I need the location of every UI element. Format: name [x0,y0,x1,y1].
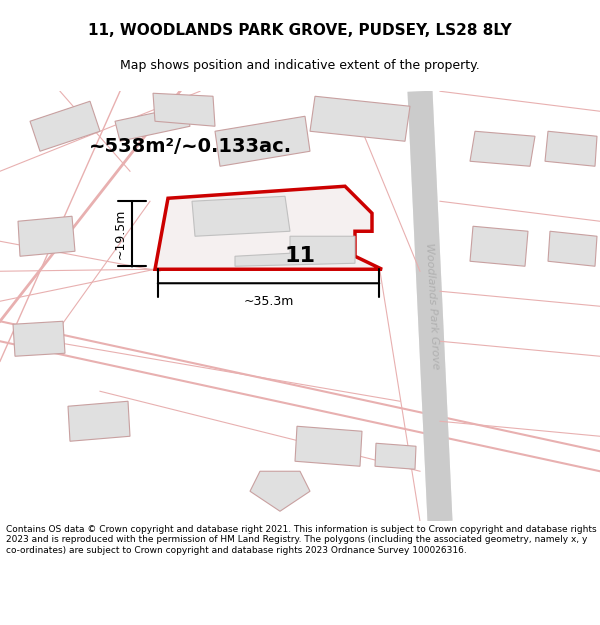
Polygon shape [18,216,75,256]
Polygon shape [153,93,215,126]
Polygon shape [375,443,416,469]
Polygon shape [295,426,362,466]
Polygon shape [545,131,597,166]
Text: ~19.5m: ~19.5m [114,209,127,259]
Text: 11: 11 [284,246,316,266]
Text: Woodlands Park Grove: Woodlands Park Grove [424,242,440,370]
Polygon shape [310,96,410,141]
Polygon shape [470,131,535,166]
Polygon shape [215,116,310,166]
Polygon shape [13,321,65,356]
Polygon shape [115,106,190,141]
Polygon shape [30,101,100,151]
Text: ~538m²/~0.133ac.: ~538m²/~0.133ac. [88,137,292,156]
Text: 11, WOODLANDS PARK GROVE, PUDSEY, LS28 8LY: 11, WOODLANDS PARK GROVE, PUDSEY, LS28 8… [88,22,512,38]
Polygon shape [470,226,528,266]
Polygon shape [155,186,382,269]
Text: ~35.3m: ~35.3m [244,295,293,308]
Polygon shape [192,196,290,236]
Polygon shape [68,401,130,441]
Polygon shape [548,231,597,266]
Polygon shape [250,471,310,511]
Text: Contains OS data © Crown copyright and database right 2021. This information is : Contains OS data © Crown copyright and d… [6,525,596,555]
Polygon shape [235,236,355,266]
Text: Map shows position and indicative extent of the property.: Map shows position and indicative extent… [120,59,480,72]
